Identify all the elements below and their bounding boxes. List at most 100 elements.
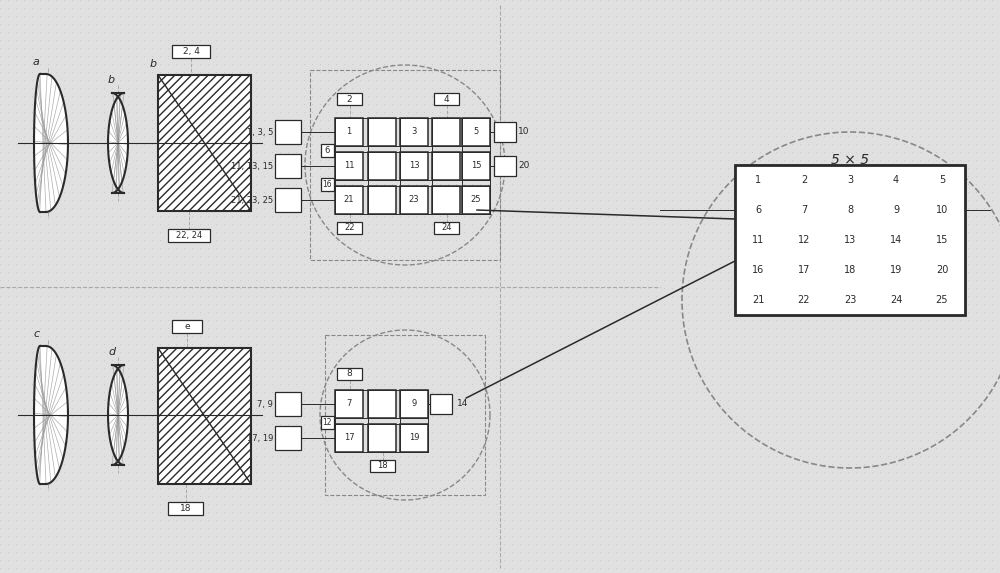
- Bar: [400, 390, 428, 418]
- Text: 4: 4: [444, 95, 449, 104]
- Bar: [158, 348, 251, 484]
- Text: 6: 6: [324, 146, 330, 155]
- Text: 3: 3: [847, 175, 853, 185]
- Text: 10: 10: [518, 128, 530, 136]
- Text: 18: 18: [844, 265, 856, 275]
- Text: 1, 3, 5: 1, 3, 5: [247, 128, 273, 136]
- Bar: [168, 502, 203, 515]
- Bar: [735, 195, 781, 225]
- Bar: [735, 255, 781, 285]
- Text: 20: 20: [936, 265, 948, 275]
- Bar: [735, 165, 781, 195]
- Bar: [368, 118, 396, 146]
- Text: 1: 1: [755, 175, 761, 185]
- Text: 4: 4: [893, 175, 899, 185]
- Bar: [168, 229, 210, 242]
- Bar: [781, 225, 827, 255]
- Text: 21: 21: [344, 195, 354, 205]
- Bar: [462, 118, 490, 146]
- Bar: [370, 460, 395, 472]
- Bar: [275, 426, 301, 450]
- Text: 19: 19: [890, 265, 902, 275]
- Bar: [325, 335, 485, 495]
- Text: 7: 7: [346, 399, 352, 409]
- Text: 13: 13: [844, 235, 856, 245]
- Text: 25: 25: [471, 195, 481, 205]
- Bar: [873, 285, 919, 315]
- Bar: [172, 320, 202, 333]
- Text: 2: 2: [347, 95, 352, 104]
- Bar: [310, 70, 500, 260]
- Bar: [335, 118, 363, 146]
- Bar: [275, 188, 301, 212]
- Bar: [158, 75, 251, 211]
- Bar: [321, 178, 334, 191]
- Text: 20: 20: [518, 162, 529, 171]
- Text: 10: 10: [936, 205, 948, 215]
- Bar: [781, 255, 827, 285]
- Bar: [335, 152, 363, 180]
- Bar: [462, 152, 490, 180]
- Bar: [827, 225, 873, 255]
- Text: 13: 13: [409, 162, 419, 171]
- Bar: [400, 424, 428, 452]
- Bar: [321, 144, 334, 157]
- Bar: [400, 118, 428, 146]
- Bar: [275, 392, 301, 416]
- Text: 6: 6: [755, 205, 761, 215]
- Text: 7, 9: 7, 9: [257, 399, 273, 409]
- Bar: [781, 195, 827, 225]
- Bar: [827, 195, 873, 225]
- Bar: [462, 186, 490, 214]
- Bar: [432, 152, 460, 180]
- Text: b: b: [150, 59, 157, 69]
- Text: 16: 16: [752, 265, 764, 275]
- Text: 12: 12: [798, 235, 810, 245]
- Bar: [337, 368, 362, 380]
- Text: 22: 22: [798, 295, 810, 305]
- Bar: [335, 390, 363, 418]
- Bar: [827, 165, 873, 195]
- Bar: [337, 93, 362, 105]
- Text: 9: 9: [893, 205, 899, 215]
- Text: 14: 14: [890, 235, 902, 245]
- Text: 15: 15: [936, 235, 948, 245]
- Text: 25: 25: [936, 295, 948, 305]
- Bar: [735, 285, 781, 315]
- Bar: [400, 186, 428, 214]
- Text: 23: 23: [409, 195, 419, 205]
- Bar: [919, 285, 965, 315]
- Bar: [434, 93, 459, 105]
- Bar: [781, 285, 827, 315]
- Text: 12: 12: [322, 418, 332, 427]
- Text: 14: 14: [457, 399, 469, 409]
- Bar: [430, 394, 452, 414]
- Text: b: b: [108, 75, 115, 85]
- Bar: [337, 222, 362, 234]
- Text: 18: 18: [377, 461, 388, 470]
- Text: 5: 5: [939, 175, 945, 185]
- Polygon shape: [34, 346, 68, 484]
- Text: 11, 13, 15: 11, 13, 15: [231, 162, 273, 171]
- Bar: [873, 255, 919, 285]
- Bar: [368, 152, 396, 180]
- Bar: [735, 165, 965, 315]
- Polygon shape: [34, 74, 68, 212]
- Text: 9: 9: [411, 399, 417, 409]
- Bar: [335, 424, 363, 452]
- Text: e: e: [184, 322, 190, 331]
- Bar: [494, 156, 516, 176]
- Text: 5 × 5: 5 × 5: [831, 153, 869, 167]
- Text: 3: 3: [411, 128, 417, 136]
- Bar: [919, 225, 965, 255]
- Text: 21: 21: [752, 295, 764, 305]
- Text: 8: 8: [847, 205, 853, 215]
- Text: 23: 23: [844, 295, 856, 305]
- Bar: [368, 424, 396, 452]
- Text: 1: 1: [346, 128, 352, 136]
- Text: 17: 17: [798, 265, 810, 275]
- Text: 22, 24: 22, 24: [176, 231, 202, 240]
- Text: a: a: [33, 57, 40, 67]
- Text: 8: 8: [347, 370, 352, 379]
- Bar: [368, 390, 396, 418]
